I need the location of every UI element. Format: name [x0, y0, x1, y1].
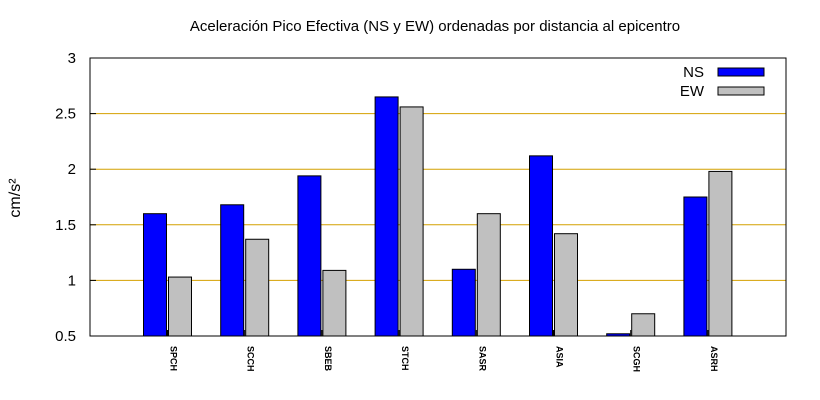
bar-ns-spch	[143, 213, 167, 337]
bar-ew-scch	[245, 238, 270, 337]
legend: NS EW	[680, 64, 765, 100]
y-tick-label: 0.5	[55, 328, 76, 345]
bar-ew-asrh	[708, 170, 733, 337]
y-axis-ticks: 0.5 1 1.5 2 2.5 3	[55, 50, 96, 345]
bar-ew-stch	[399, 106, 424, 337]
gridlines	[90, 113, 786, 281]
y-tick-label: 1.5	[55, 217, 76, 234]
y-tick-label: 2	[68, 161, 76, 178]
bar-ns-stch	[374, 96, 399, 337]
bar-ew-sbeb	[322, 269, 347, 337]
chart-title: Aceleración Pico Efectiva (NS y EW) orde…	[190, 18, 680, 35]
bar-ew-asia	[554, 233, 578, 337]
x-tick-label: SCCH	[246, 346, 256, 372]
bar-ns-asia	[529, 155, 553, 337]
bar-ew-scgh	[631, 313, 656, 337]
bar-ns-sbeb	[297, 175, 322, 337]
legend-label-ns: NS	[683, 64, 704, 81]
x-axis-ticks: SPCH SCCH SBEB STCH SASR ASIA SCGH ASRH	[167, 330, 719, 372]
x-tick-label: SBEB	[323, 346, 333, 372]
plot-frame	[89, 57, 787, 337]
x-tick-label: ASIA	[555, 346, 565, 368]
x-tick-label: ASRH	[709, 346, 719, 372]
x-tick-label: SPCH	[169, 346, 179, 371]
y-tick-label: 2.5	[55, 106, 76, 123]
legend-swatch-ns	[717, 67, 765, 77]
legend-swatch-ew	[717, 86, 765, 96]
bar-ns-scch	[220, 204, 245, 337]
bar-ns-asrh	[683, 196, 708, 337]
x-tick-label: SCGH	[632, 346, 642, 372]
bars	[143, 96, 733, 337]
y-tick-label: 3	[68, 50, 76, 67]
x-tick-label: SASR	[477, 346, 487, 372]
y-tick-label: 1	[68, 272, 76, 289]
legend-label-ew: EW	[680, 83, 705, 100]
bar-ew-spch	[168, 276, 192, 337]
bar-ns-sasr	[451, 268, 476, 337]
x-tick-label: STCH	[400, 346, 410, 371]
y-axis-label: cm/s²	[7, 178, 24, 218]
bar-ew-sasr	[476, 213, 501, 337]
